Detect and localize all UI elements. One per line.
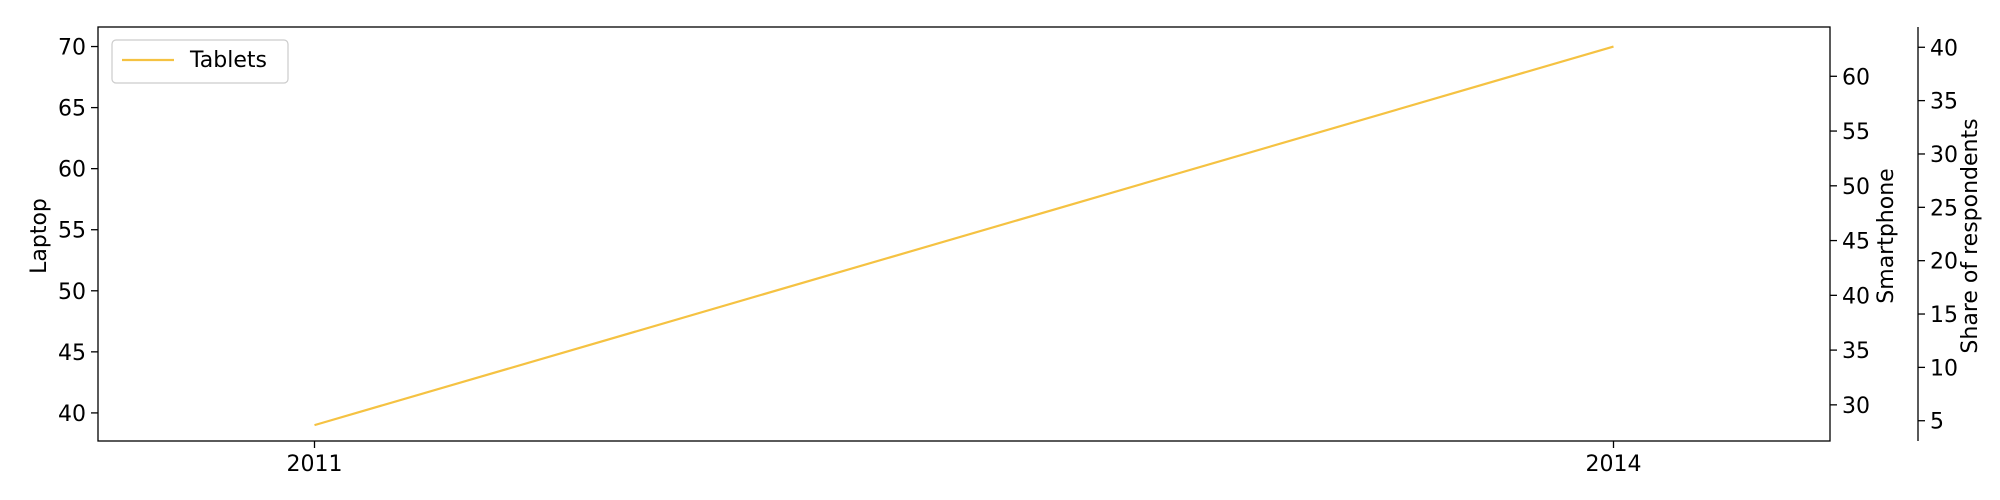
left-tick-label: 45 [58,341,86,366]
series-layer [314,45,1614,427]
x-tick-label: 2011 [287,452,343,477]
outer-axis-title: Share of respondents [1958,118,1983,353]
outer-tick-label: 40 [1930,36,1958,61]
left-tick-label: 40 [58,402,86,427]
right-tick-label: 40 [1842,284,1870,309]
left-tick-label: 70 [58,36,86,61]
legend: Tablets [111,39,289,84]
outer-tick-label: 15 [1930,303,1958,328]
left-tick-label: 65 [58,97,86,122]
right-tick-label: 50 [1842,175,1870,200]
right-tick-label: 45 [1842,230,1870,255]
left-tick-label: 60 [58,158,86,183]
right-tick-label: 35 [1842,339,1870,364]
left-axis-title: Laptop [27,198,52,274]
outer-right-y-axis: 5 10 15 20 25 30 35 40 [1917,27,1958,441]
right-y-axis: 30 35 40 45 50 55 60 [1830,65,1870,419]
right-tick-label: 30 [1842,394,1870,419]
x-axis: 2011 2014 [287,441,1642,477]
outer-tick-label: 30 [1930,143,1958,168]
right-tick-label: 60 [1842,65,1870,90]
legend-label-tablets: Tablets [189,48,267,73]
plot-frame [97,26,1831,442]
left-tick-label: 50 [58,280,86,305]
left-tick-label: 55 [58,219,86,244]
series-line-tablets [314,45,1614,427]
legend-box [111,39,289,84]
plot-area [97,26,1831,442]
outer-tick-label: 20 [1930,250,1958,275]
outer-tick-label: 5 [1930,410,1944,435]
outer-tick-label: 10 [1930,356,1958,381]
outer-tick-label: 35 [1930,90,1958,115]
right-tick-label: 55 [1842,120,1870,145]
x-tick-label: 2014 [1586,452,1642,477]
left-y-axis: 40 45 50 55 60 65 70 [58,36,98,427]
outer-tick-label: 25 [1930,196,1958,221]
right-axis-title: Smartphone [1874,168,1899,303]
